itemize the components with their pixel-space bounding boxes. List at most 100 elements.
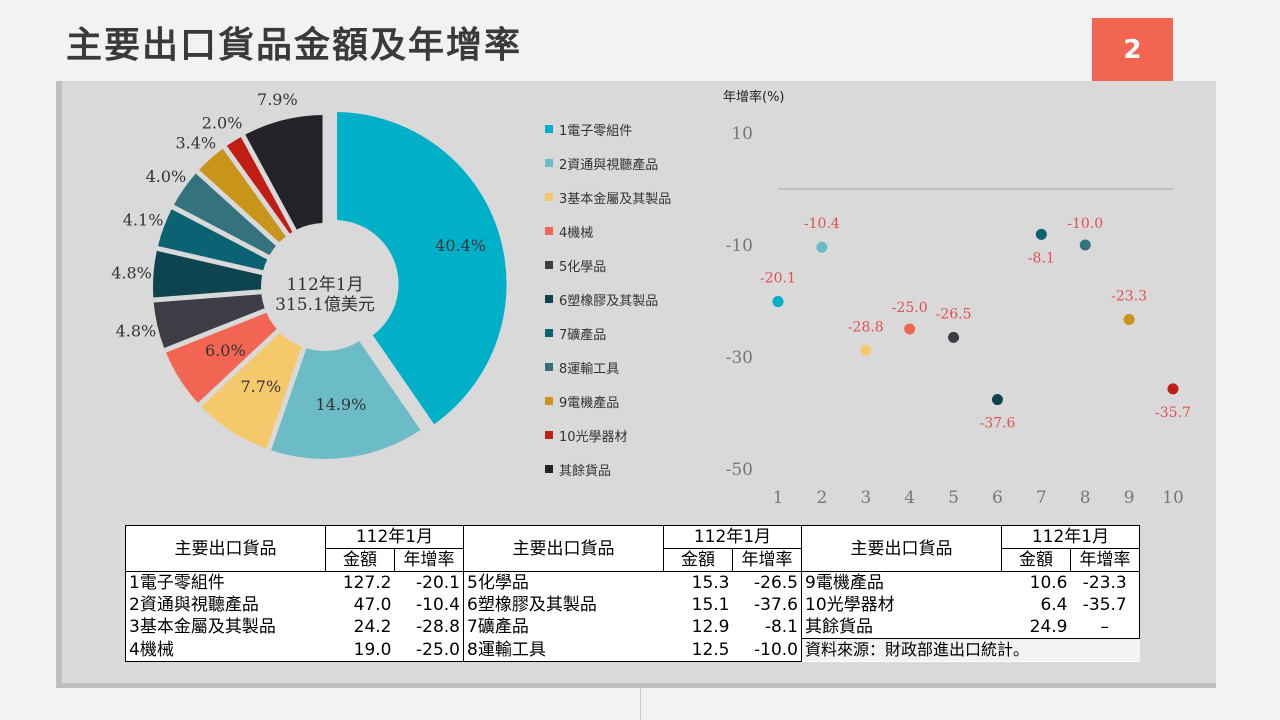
table-cell-name: 5化學品	[467, 573, 529, 593]
table-cell-name: 10光學器材	[805, 595, 895, 615]
legend-item: 5化學品	[545, 248, 671, 282]
table-row: 4機械 19.0 -25.0 8運輸工具 12.5 -10.0 資料來源：財政部…	[125, 638, 1140, 662]
scatter-point-label-5: -26.5	[936, 306, 972, 322]
scatter-x-tick: 9	[1124, 488, 1135, 508]
scatter-y-tick: 10	[731, 124, 753, 144]
scatter-point-label-2: -10.4	[804, 216, 840, 232]
table-cell-name: 1電子零組件	[125, 571, 326, 594]
scatter-point-1	[772, 296, 784, 308]
scatter-point-5	[948, 331, 960, 343]
donut-slices	[153, 112, 507, 459]
legend-swatch	[545, 159, 553, 167]
legend-swatch	[545, 363, 553, 371]
legend-item: 9電機產品	[545, 384, 671, 418]
table-header-growth-1: 年增率	[394, 548, 464, 572]
table-row: 3基本金屬及其製品 24.2 -28.8 7礦產品 12.9 -8.1 其餘貨品…	[125, 616, 1140, 639]
table-cell-name: 6塑橡膠及其製品	[467, 595, 597, 615]
table-header-period-3: 112年1月	[1001, 525, 1140, 549]
scatter-point-6	[991, 394, 1003, 406]
table-cell-name: 7礦產品	[467, 617, 529, 638]
scatter-point-label-9: -23.3	[1111, 288, 1147, 304]
table-header-period-2: 112年1月	[663, 525, 802, 549]
legend-label: 3基本金屬及其製品	[559, 191, 672, 207]
donut-slice-5	[153, 294, 265, 348]
scatter-y-tick: -10	[726, 236, 753, 256]
legend-swatch	[545, 465, 553, 473]
scatter-point-label-4: -25.0	[892, 300, 928, 316]
table-cell-name: 4機械	[125, 638, 326, 662]
scatter-x-tick: 5	[948, 488, 959, 508]
table-cell-amount: 47.0	[353, 595, 392, 615]
donut-label-3: 7.7%	[241, 377, 282, 396]
table-cell-growth: -10.0	[732, 638, 802, 662]
table-header-growth-3: 年增率	[1070, 548, 1140, 572]
donut-label-6: 4.8%	[111, 263, 152, 282]
scatter-points	[772, 228, 1179, 406]
table-cell-amount: 24.2	[353, 617, 392, 638]
donut-slice-11	[245, 115, 323, 230]
table-cell-amount: 19.0	[325, 638, 395, 662]
legend-label: 其餘貨品	[559, 463, 612, 479]
scatter-point-label-3: -28.8	[848, 319, 884, 335]
scatter-y-tick: -50	[726, 460, 753, 480]
table-cell-name: 9電機產品	[805, 573, 884, 593]
legend-swatch	[545, 261, 553, 269]
scatter-point-10	[1167, 383, 1179, 395]
legend-swatch	[545, 227, 553, 235]
donut-label-11: 7.9%	[257, 90, 298, 109]
donut-label-4: 6.0%	[205, 341, 246, 360]
scatter-point-labels: -20.1 -10.4 -28.8 -25.0 -26.5 -37.6 -8.1 -10.0 -…	[760, 216, 1191, 432]
table-header-item-2: 主要出口貨品	[463, 525, 664, 572]
donut-slice-3	[201, 332, 302, 449]
donut-slice-7	[157, 209, 268, 271]
scatter-x-tick: 6	[992, 488, 1003, 508]
legend-label: 10光學器材	[559, 429, 628, 445]
table-header-amount-2: 金額	[663, 548, 733, 572]
table-cell-name: 2資通與視聽產品	[125, 594, 326, 616]
table-cell-name: 3基本金屬及其製品	[125, 616, 326, 639]
table-cell-amount: 12.5	[663, 638, 733, 662]
legend-item: 2資通與視聽產品	[545, 146, 671, 180]
panel-shadow-bottom	[56, 683, 1216, 688]
table-header-item-1: 主要出口貨品	[125, 525, 326, 572]
table-header-amount-3: 金額	[1001, 548, 1071, 572]
table-cell-amount: 15.1	[691, 595, 730, 615]
legend-swatch	[545, 431, 553, 439]
legend-item: 7礦產品	[545, 316, 671, 350]
scatter-point-label-6: -37.6	[979, 416, 1015, 432]
scatter-x-tick: 4	[904, 488, 915, 508]
scatter-point-label-1: -20.1	[760, 271, 796, 287]
scatter-point-8	[1079, 239, 1091, 251]
donut-legend: 1電子零組件 2資通與視聽產品 3基本金屬及其製品 4機械 5化學品 6塑橡膠及其製品 7礦…	[545, 112, 671, 486]
table-row: 1電子零組件 127.2 -20.1 5化學品 15.3 -26.5 9電機產品…	[125, 571, 1140, 594]
source-note: 資料來源：財政部進出口統計。	[801, 638, 1140, 661]
table-cell-amount: 127.2	[342, 573, 392, 593]
legend-swatch	[545, 193, 553, 201]
table-cell-amount: 10.6	[1029, 573, 1068, 593]
donut-label-1: 40.4%	[435, 236, 486, 255]
legend-label: 6塑橡膠及其製品	[559, 293, 659, 309]
table-cell-growth: –	[1070, 616, 1140, 639]
table-cell-amount: 6.4	[1040, 595, 1068, 615]
table-header-item-3: 主要出口貨品	[801, 525, 1002, 572]
legend-item: 4機械	[545, 214, 671, 248]
donut-center-total: 315.1億美元	[275, 295, 375, 315]
table-row: 2資通與視聽產品 47.0 -10.4 6塑橡膠及其製品 15.1 -37.6 …	[125, 594, 1140, 616]
donut-label-5: 4.8%	[116, 322, 157, 341]
scatter-x-ticks: 1 2 3 4 5 6 7 8 9 10	[773, 488, 1184, 508]
donut-slice-10	[226, 136, 293, 234]
donut-slice-8	[173, 173, 276, 256]
table-cell-growth: -28.8	[394, 616, 464, 639]
page-title: 主要出口貨品金額及年增率	[66, 25, 523, 66]
scatter-point-label-8: -10.0	[1067, 216, 1103, 232]
table-cell-amount: 12.9	[691, 617, 730, 638]
scatter-y-ticks: 10 -10 -30 -50	[726, 124, 753, 480]
scatter-point-7	[1035, 228, 1047, 240]
legend-label: 1電子零組件	[559, 123, 633, 139]
legend-swatch	[545, 397, 553, 405]
legend-label: 9電機產品	[559, 395, 620, 411]
scatter-point-4	[904, 323, 916, 335]
table-cell-growth: -20.1	[394, 571, 464, 594]
